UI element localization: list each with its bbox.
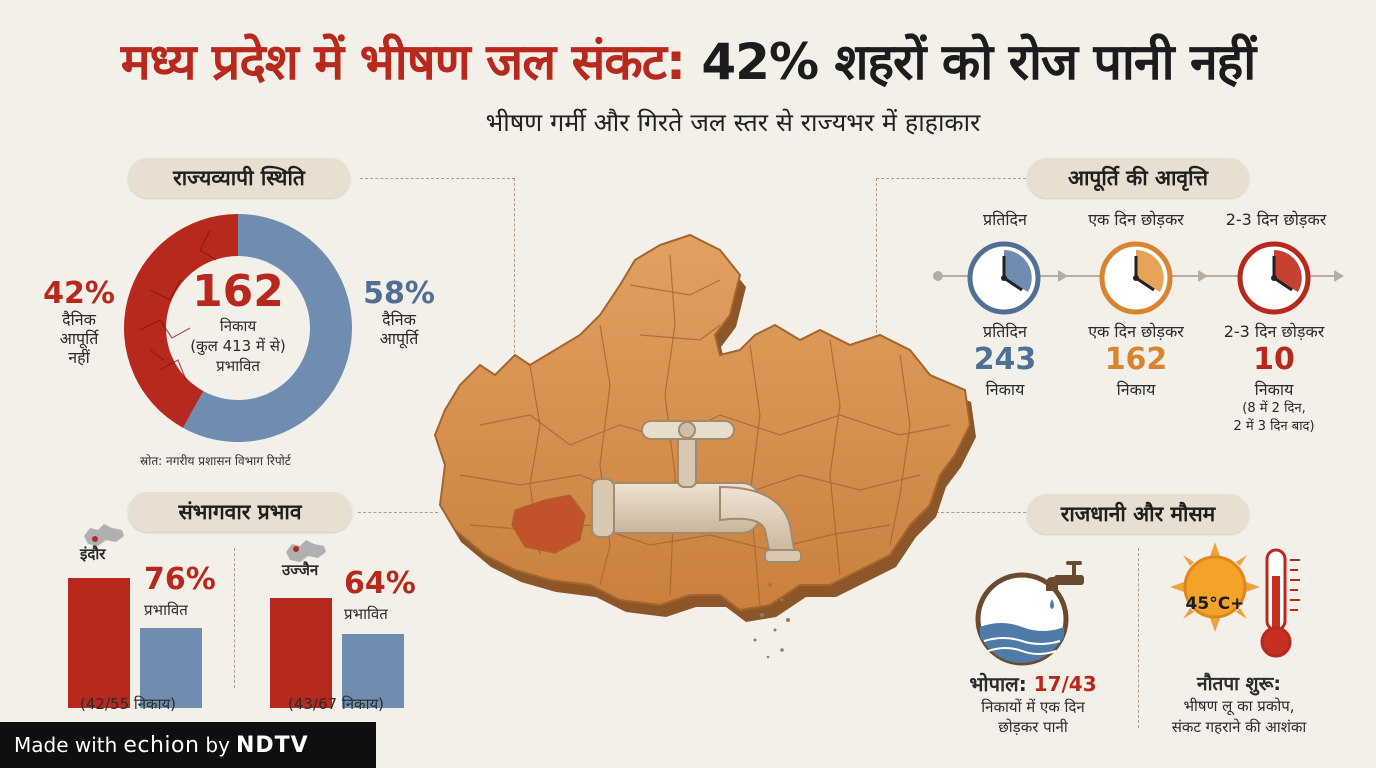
title-part-2: 42% शहरों को रोज पानी नहीं <box>701 33 1256 91</box>
echion-logo: echion <box>123 732 200 758</box>
frequency-heading: आपूर्ति की आवृत्ति <box>1027 158 1249 198</box>
no-daily-pct: 42% <box>43 276 115 311</box>
capital-heading: राजधानी और मौसम <box>1027 494 1249 534</box>
frequency-number: 10 <box>1253 342 1295 377</box>
temperature-value: 45°C+ <box>1185 594 1245 614</box>
nautapa-note: नौतपा शुरू: भीषण लू का प्रकोप, संकट गहरा… <box>1142 670 1336 738</box>
bhopal-stat: भोपाल: 17/43 निकायों में एक दिन छोड़कर प… <box>958 670 1108 737</box>
map-highlight-region <box>511 494 586 554</box>
bhopal-line-1: निकायों में एक दिन <box>981 698 1085 716</box>
connector-line <box>360 178 515 179</box>
donut-slice-daily-supply <box>183 214 352 442</box>
statewide-donut-chart <box>123 214 352 442</box>
bar-total <box>140 628 202 708</box>
bhopal-value: 17/43 <box>1033 672 1097 696</box>
bar-total <box>342 634 404 708</box>
frequency-detail-daily: प्रतिदिन 243 निकाय <box>940 320 1070 400</box>
source-note: स्रोत: नगरीय प्रशासन विभाग रिपोर्ट <box>140 454 291 468</box>
frequency-item-daily: प्रतिदिन <box>940 208 1070 230</box>
by-text: by <box>205 733 230 757</box>
division-name: इंदौर <box>80 545 106 563</box>
dry-crack-texture <box>139 229 217 381</box>
statewide-heading-text: राज्यव्यापी स्थिति <box>173 166 305 190</box>
thermometer-icon <box>1260 548 1300 658</box>
bhopal-prefix: भोपाल: <box>969 672 1027 696</box>
bar-affected <box>270 598 332 708</box>
division-pct-label: प्रभावित <box>144 601 188 619</box>
mp-map-mini-icon <box>286 540 326 562</box>
ndtv-logo: NDTV <box>235 732 309 758</box>
frequency-number: 243 <box>973 342 1037 377</box>
statewide-heading: राज्यव्यापी स्थिति <box>128 158 350 198</box>
frequency-detail-alternate: एक दिन छोड़कर 162 निकाय <box>1066 320 1206 400</box>
daily-line-1: दैनिक <box>382 310 416 329</box>
made-with-badge[interactable]: Made with echion by NDTV <box>0 722 376 768</box>
daily-line-2: आपूर्ति <box>379 329 419 348</box>
frequency-label: प्रतिदिन <box>983 322 1027 341</box>
frequency-detail-2-3-days: 2-3 दिन छोड़कर 10 निकाय (8 में 2 दिन, 2 … <box>1204 320 1344 436</box>
division-divider <box>234 548 235 688</box>
clock-2-3-days-icon <box>1237 241 1311 315</box>
frequency-label: एक दिन छोड़कर <box>1088 322 1184 341</box>
water-level-tap-icon <box>975 561 1084 666</box>
frequency-unit: निकाय <box>1254 380 1294 399</box>
clock-alternate-icon <box>1099 241 1173 315</box>
made-with-text: Made with <box>14 733 118 757</box>
title-part-1: मध्य प्रदेश में भीषण जल संकट: <box>120 33 686 91</box>
frequency-unit: निकाय <box>985 380 1025 399</box>
division-heading-text: संभागवार प्रभाव <box>178 500 302 524</box>
sun-icon <box>1170 542 1260 632</box>
bar-affected <box>68 578 130 708</box>
division-heading: संभागवार प्रभाव <box>128 492 352 532</box>
division-count: (42/55 निकाय) <box>80 695 177 713</box>
frequency-top-label: एक दिन छोड़कर <box>1088 210 1184 229</box>
dust-particles <box>753 583 790 659</box>
connector-line <box>876 178 1026 179</box>
frequency-heading-text: आपूर्ति की आवृत्ति <box>1067 166 1209 190</box>
no-daily-line-3: नहीं <box>68 348 90 367</box>
division-name: उज्जैन <box>282 561 319 579</box>
division-count: (43/67 निकाय) <box>288 695 385 713</box>
mp-map-mini-icon <box>84 524 124 546</box>
capital-heading-text: राजधानी और मौसम <box>1060 502 1216 526</box>
bhopal-line-2: छोड़कर पानी <box>998 718 1068 736</box>
frequency-note-2: 2 में 3 दिन बाद) <box>1233 419 1315 434</box>
no-daily-line-2: आपूर्ति <box>59 329 99 348</box>
donut-center: 162 निकाय (कुल 413 में से) प्रभावित <box>178 268 298 376</box>
capital-divider <box>1138 548 1139 728</box>
frequency-note-1: (8 में 2 दिन, <box>1242 401 1306 416</box>
no-daily-line-1: दैनिक <box>62 310 96 329</box>
frequency-item-2-3-days: 2-3 दिन छोड़कर <box>1206 208 1346 230</box>
daily-pct: 58% <box>363 276 435 311</box>
connector-line <box>514 178 515 378</box>
nautapa-title: नौतपा शुरू: <box>1197 673 1281 695</box>
bhopal-headline: भोपाल: 17/43 <box>958 670 1108 697</box>
affected-count: 162 <box>192 266 284 317</box>
division-pct: 76% <box>144 562 216 597</box>
page-subtitle: भीषण गर्मी और गिरते जल स्तर से राज्यभर म… <box>485 108 981 137</box>
donut-slice-no-daily-supply <box>123 214 238 428</box>
nautapa-line-1: भीषण लू का प्रकोप, <box>1183 697 1295 715</box>
frequency-top-label: 2-3 दिन छोड़कर <box>1225 210 1327 229</box>
no-daily-supply-label: 42% दैनिक आपूर्ति नहीं <box>38 276 120 368</box>
division-pct-label: प्रभावित <box>344 605 388 623</box>
connector-line <box>358 512 438 513</box>
connector-line <box>876 178 877 338</box>
page-title: मध्य प्रदेश में भीषण जल संकट: 42% शहरों … <box>0 26 1376 94</box>
division-pct: 64% <box>344 566 416 601</box>
frequency-top-label: प्रतिदिन <box>983 210 1027 229</box>
nautapa-line-2: संकट गहराने की आशंका <box>1171 718 1307 736</box>
frequency-number: 162 <box>1104 342 1168 377</box>
frequency-item-alternate: एक दिन छोड़कर <box>1066 208 1206 230</box>
connector-line <box>936 512 1026 513</box>
water-tap-icon <box>591 420 802 563</box>
frequency-unit: निकाय <box>1116 380 1156 399</box>
clock-daily-icon <box>967 241 1041 315</box>
center-line-2: (कुल 413 में से) <box>190 337 286 355</box>
madhya-pradesh-map <box>433 233 976 659</box>
frequency-label: 2-3 दिन छोड़कर <box>1223 322 1325 341</box>
daily-supply-label: 58% दैनिक आपूर्ति <box>358 276 440 349</box>
center-line-3: प्रभावित <box>216 357 260 375</box>
center-line-1: निकाय <box>219 317 257 335</box>
